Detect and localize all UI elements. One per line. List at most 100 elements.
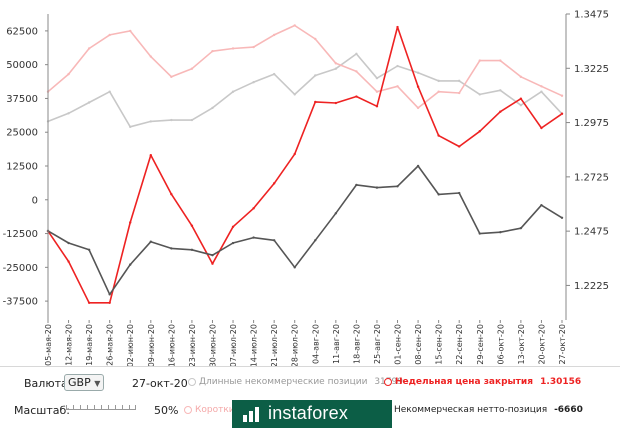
data-point-1	[437, 90, 440, 93]
data-point-1	[252, 45, 255, 49]
data-point-1	[108, 33, 111, 37]
data-point-2	[458, 145, 461, 148]
x-tick-label: 19-мая-20	[85, 324, 94, 366]
right-axis: 1.3475 1.3225 1.2975 1.2725 1.2475 1.2225	[566, 10, 609, 292]
left-tick-label: 25000	[6, 128, 38, 139]
left-tick-label: 50000	[6, 60, 38, 71]
data-point-0	[211, 106, 214, 110]
data-point-0	[272, 72, 276, 76]
data-point-1	[272, 33, 276, 37]
data-point-2	[190, 224, 194, 227]
left-axis: 62500 50000 37500 25000 12500 0 -12500 -25000 -3…	[3, 26, 48, 308]
data-point-3	[149, 240, 152, 243]
data-point-0	[437, 79, 440, 83]
data-point-0	[293, 93, 296, 96]
x-tick-label: 09-июн-20	[147, 324, 156, 366]
data-point-3	[231, 241, 235, 245]
series-line-0	[47, 53, 563, 128]
data-point-2	[314, 100, 317, 104]
data-point-2	[499, 110, 502, 113]
legend-net[interactable]: Некоммерческая нетто-позиция -6660	[394, 405, 583, 415]
instaforex-mark-icon	[243, 407, 259, 422]
data-point-0	[478, 93, 481, 96]
data-point-2	[149, 153, 152, 157]
legend-short[interactable]: Коротки	[184, 405, 235, 415]
x-tick-label: 02-июн-20	[126, 324, 135, 366]
data-point-1	[129, 29, 132, 33]
data-point-1	[87, 47, 91, 50]
x-tick-label: 18-авг-20	[352, 324, 361, 364]
x-tick-label: 26-мая-20	[106, 324, 115, 366]
left-tick-label: -25000	[3, 263, 38, 274]
legend-long-icon	[188, 377, 196, 386]
x-tick-label: 15-сен-20	[435, 324, 444, 365]
legend-net-label: Некоммерческая нетто-позиция	[394, 405, 548, 415]
data-point-2	[67, 260, 70, 263]
data-point-1	[190, 67, 194, 70]
x-tick-label: 25-авг-20	[373, 324, 382, 364]
data-point-2	[334, 101, 338, 105]
right-tick-label: 1.2725	[574, 172, 609, 183]
data-point-2	[560, 112, 564, 115]
currency-select[interactable]: GBP ▼	[64, 374, 105, 391]
data-point-1	[334, 62, 338, 65]
data-point-2	[231, 225, 235, 228]
data-point-3	[293, 266, 296, 269]
data-point-2	[272, 182, 276, 185]
data-point-0	[540, 90, 543, 93]
legend-net-value: -6660	[554, 405, 583, 415]
data-point-1	[149, 55, 152, 58]
data-point-0	[499, 89, 502, 92]
x-tick-label: 07-июл-20	[229, 324, 238, 366]
data-point-2	[87, 301, 91, 304]
scale-slider[interactable]	[66, 401, 136, 410]
data-point-0	[416, 71, 420, 74]
legend-close-label: Недельная цена закрытия	[395, 377, 533, 387]
data-point-2	[540, 126, 543, 130]
x-tick-label: 28-июл-20	[291, 324, 300, 366]
data-point-2	[211, 262, 214, 265]
legend-long[interactable]: Длинные некоммерческие позиции 31799	[188, 377, 403, 387]
right-tick-label: 1.2475	[574, 227, 609, 238]
data-point-1	[231, 47, 235, 50]
series-lines	[47, 24, 563, 304]
data-point-3	[416, 164, 420, 168]
data-point-2	[478, 130, 481, 133]
data-point-2	[293, 152, 296, 156]
x-tick-label: 20-окт-20	[537, 324, 546, 365]
data-point-1	[560, 94, 564, 97]
left-tick-label: 0	[32, 195, 38, 206]
data-point-1	[499, 59, 502, 62]
x-tick-label: 16-июн-20	[167, 324, 176, 366]
x-tick-label: 14-июл-20	[250, 324, 259, 366]
data-point-3	[67, 241, 70, 245]
data-point-1	[396, 85, 399, 88]
data-point-0	[396, 64, 399, 68]
legend-close-icon	[384, 377, 392, 386]
data-point-3	[252, 236, 255, 239]
x-tick-label: 22-сен-20	[455, 324, 464, 365]
legend-close[interactable]: Недельная цена закрытия 1.30156	[384, 377, 581, 387]
currency-value: GBP	[68, 376, 91, 389]
data-point-1	[519, 75, 523, 79]
legend-short-icon	[184, 405, 192, 414]
data-point-0	[170, 118, 173, 122]
series-points	[46, 24, 564, 304]
data-point-0	[129, 125, 132, 129]
x-tick-label: 06-окт-20	[496, 324, 505, 365]
x-tick-label: 05-мая-20	[44, 324, 53, 366]
series-line-2	[47, 26, 563, 304]
data-point-3	[540, 203, 543, 207]
data-point-2	[252, 207, 255, 210]
data-point-2	[437, 134, 440, 137]
data-point-3	[560, 216, 564, 219]
data-point-3	[375, 186, 379, 189]
scale-value: 50%	[154, 404, 179, 417]
data-point-3	[211, 253, 214, 257]
series-line-1	[47, 24, 563, 109]
x-tick-label: 01-сен-20	[394, 324, 403, 365]
x-tick-label: 08-сен-20	[414, 324, 423, 365]
legend-close-value: 1.30156	[540, 377, 582, 387]
data-point-1	[355, 70, 358, 73]
x-tick-label: 04-авг-20	[311, 324, 320, 364]
